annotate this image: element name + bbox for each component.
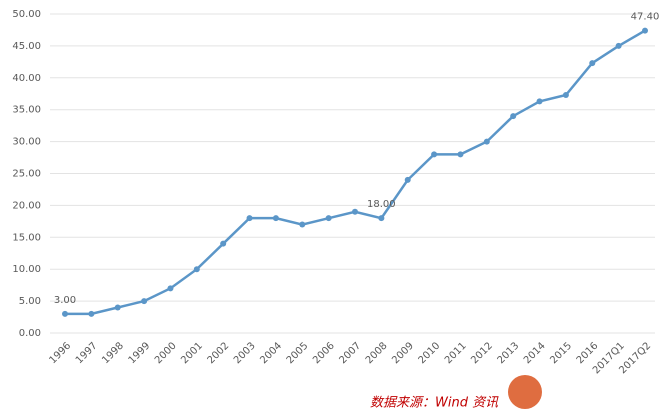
point <box>325 215 332 222</box>
x-tick-label: 1996 <box>47 340 73 366</box>
point <box>193 266 200 273</box>
y-tick-label: 20.00 <box>12 200 41 211</box>
y-tick-label: 15.00 <box>12 232 41 243</box>
line <box>65 29 646 316</box>
x-tick-label: 2007 <box>337 340 363 366</box>
x-tick-label: 2004 <box>258 340 284 366</box>
point <box>510 113 517 120</box>
point <box>114 304 121 311</box>
point <box>589 60 596 67</box>
x-tick-label: 2013 <box>496 340 522 366</box>
point <box>62 310 68 317</box>
point <box>88 310 95 317</box>
y-tick-label: 40.00 <box>12 73 41 84</box>
point <box>167 285 174 292</box>
data-label: 18.00 <box>367 199 396 210</box>
point <box>220 240 227 247</box>
point <box>536 98 543 105</box>
point <box>483 138 490 145</box>
y-tick-label: 0.00 <box>19 328 41 339</box>
point <box>431 151 438 158</box>
x-tick-label: 1997 <box>74 340 100 366</box>
data-label: 47.40 <box>631 12 660 23</box>
point <box>352 208 358 215</box>
y-tick-label: 35.00 <box>12 105 41 116</box>
y-tick-label: 30.00 <box>12 137 41 148</box>
x-tick-label: 2012 <box>469 340 495 366</box>
x-tick-label: 2001 <box>179 340 205 366</box>
y-tick-label: 25.00 <box>12 169 41 180</box>
point <box>246 215 253 222</box>
point <box>141 298 148 305</box>
x-tick-label: 2011 <box>443 340 469 366</box>
x-tick-label: 1998 <box>100 340 126 366</box>
x-tick-label: 2010 <box>417 340 443 366</box>
point <box>272 215 279 222</box>
point <box>457 151 464 158</box>
x-tick-label: 2014 <box>522 340 548 366</box>
point <box>562 92 569 99</box>
x-tick-label: 2002 <box>206 340 232 366</box>
y-tick-label: 5.00 <box>19 296 41 307</box>
point <box>615 42 622 49</box>
point <box>642 27 648 34</box>
source-note: 数据来源：Wind 资讯 <box>370 396 499 411</box>
point <box>404 176 411 183</box>
y-tick-label: 50.00 <box>12 9 41 20</box>
point <box>299 221 306 228</box>
y-tick-label: 45.00 <box>12 41 41 52</box>
x-tick-label: 2003 <box>232 340 258 366</box>
x-tick-label: 2005 <box>285 340 311 366</box>
y-tick-label: 10.00 <box>12 264 41 275</box>
x-tick-label: 2000 <box>153 340 179 366</box>
x-tick-label: 2009 <box>390 340 416 366</box>
logo <box>508 375 542 409</box>
data-label: 3.00 <box>54 295 76 306</box>
x-tick-label: 2015 <box>548 340 574 366</box>
x-tick-label: 2008 <box>364 340 390 366</box>
x-tick-label: 2006 <box>311 340 337 366</box>
point <box>378 215 385 222</box>
x-tick-label: 1999 <box>127 340 153 366</box>
